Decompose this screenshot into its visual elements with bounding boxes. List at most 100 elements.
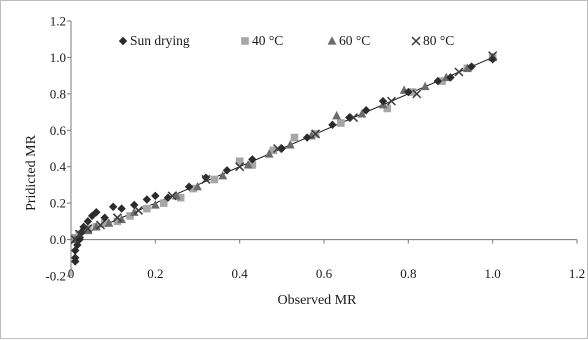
point-sun-drying: [142, 195, 152, 204]
y-tick-label: -0.2: [45, 269, 66, 284]
point-60-c: [332, 110, 342, 120]
legend-label-40-c: 40 °C: [252, 33, 283, 48]
point-60-c: [357, 109, 367, 118]
point-sun-drying: [163, 193, 173, 202]
point-sun-drying: [151, 191, 160, 201]
point-60-c: [83, 225, 93, 235]
point-sun-drying: [100, 213, 109, 222]
legend-label-80-c: 80 °C: [423, 33, 454, 48]
point-60-c: [129, 207, 139, 216]
point-60-c: [193, 181, 202, 191]
point-40-c: [113, 217, 122, 226]
legend-label-sun-drying: Sun drying: [130, 33, 190, 48]
point-80-c: [201, 174, 211, 184]
legend-marker-40-c: [241, 37, 249, 45]
point-60-c: [243, 160, 253, 169]
point-sun-drying: [130, 200, 139, 210]
point-sun-drying: [404, 87, 413, 97]
point-sun-drying: [302, 133, 312, 142]
point-60-c: [91, 222, 101, 231]
point-40-c: [408, 88, 417, 96]
point-60-c: [104, 218, 114, 227]
point-sun-drying: [92, 208, 101, 217]
point-40-c: [143, 204, 151, 213]
point-80-c: [112, 213, 122, 223]
point-sun-drying: [446, 73, 455, 82]
point-40-c: [189, 184, 198, 193]
x-tick-label: 0.8: [400, 266, 416, 281]
y-tick-label: 1.0: [50, 50, 66, 65]
legend-marker-80-c: [411, 36, 421, 46]
point-40-c: [269, 146, 278, 155]
point-sun-drying: [83, 217, 93, 226]
point-80-c: [133, 205, 143, 215]
point-40-c: [290, 133, 299, 142]
point-sun-drying: [73, 240, 82, 250]
point-60-c: [420, 81, 430, 91]
point-sun-drying: [71, 253, 80, 262]
point-60-c: [150, 200, 160, 209]
point-40-c: [383, 104, 392, 113]
y-tick-label: 0.4: [50, 159, 67, 174]
point-sun-drying: [79, 222, 88, 232]
point-sun-drying: [108, 202, 118, 211]
point-80-c: [167, 191, 177, 201]
point-60-c: [462, 63, 472, 72]
point-sun-drying: [433, 76, 443, 86]
point-sun-drying: [71, 246, 80, 255]
axes: [67, 20, 578, 277]
point-40-c: [100, 219, 109, 227]
point-80-c: [74, 229, 84, 239]
legend-marker-60-c: [327, 36, 337, 45]
point-80-c: [386, 96, 396, 106]
point-sun-drying: [328, 120, 337, 130]
legend-marker-sun-drying: [118, 36, 128, 46]
point-40-c: [126, 212, 134, 220]
point-sun-drying: [201, 173, 211, 182]
point-40-c: [159, 199, 168, 207]
x-tick-label: 0.2: [147, 266, 163, 281]
point-80-c: [412, 89, 422, 99]
point-40-c: [248, 161, 257, 169]
point-40-c: [210, 175, 219, 184]
legend-label-60-c: 60 °C: [339, 33, 370, 48]
x-tick-label: 1.0: [485, 266, 501, 281]
point-sun-drying: [87, 211, 97, 221]
point-80-c: [235, 162, 245, 172]
point-60-c: [264, 149, 274, 158]
point-sun-drying: [248, 155, 257, 164]
y-tick-label: 0.8: [50, 86, 66, 101]
point-60-c: [285, 140, 295, 149]
point-40-c: [438, 77, 446, 85]
point-sun-drying: [361, 106, 371, 115]
point-80-c: [273, 143, 283, 154]
point-80-c: [454, 67, 464, 77]
y-axis-title: Pridicted MR: [24, 134, 39, 210]
point-sun-drying: [378, 96, 388, 106]
point-80-c: [311, 129, 321, 139]
x-tick-label: 1.2: [569, 266, 585, 281]
point-80-c: [348, 113, 359, 123]
point-40-c: [176, 193, 185, 202]
point-60-c: [218, 171, 228, 180]
y-tick-label: 0.0: [50, 232, 66, 247]
x-axis-title: Observed MR: [278, 293, 358, 308]
point-80-c: [70, 235, 80, 245]
point-60-c: [117, 214, 126, 224]
point-sun-drying: [222, 166, 232, 175]
point-sun-drying: [467, 62, 476, 71]
point-sun-drying: [184, 182, 194, 191]
x-tick-label: 0: [68, 266, 75, 281]
point-80-c: [95, 220, 106, 230]
point-sun-drying: [117, 204, 126, 213]
legend: Sun drying 40 °C 60 °C 80 °C: [118, 33, 454, 48]
point-80-c: [83, 224, 93, 234]
point-40-c: [337, 119, 345, 127]
y-tick-label: 0.6: [50, 123, 67, 138]
y-tick-label: 0.2: [50, 196, 66, 211]
point-80-c: [488, 51, 498, 61]
x-tick-label: 0.6: [316, 266, 333, 281]
y-tick-label: 1.2: [50, 14, 66, 29]
